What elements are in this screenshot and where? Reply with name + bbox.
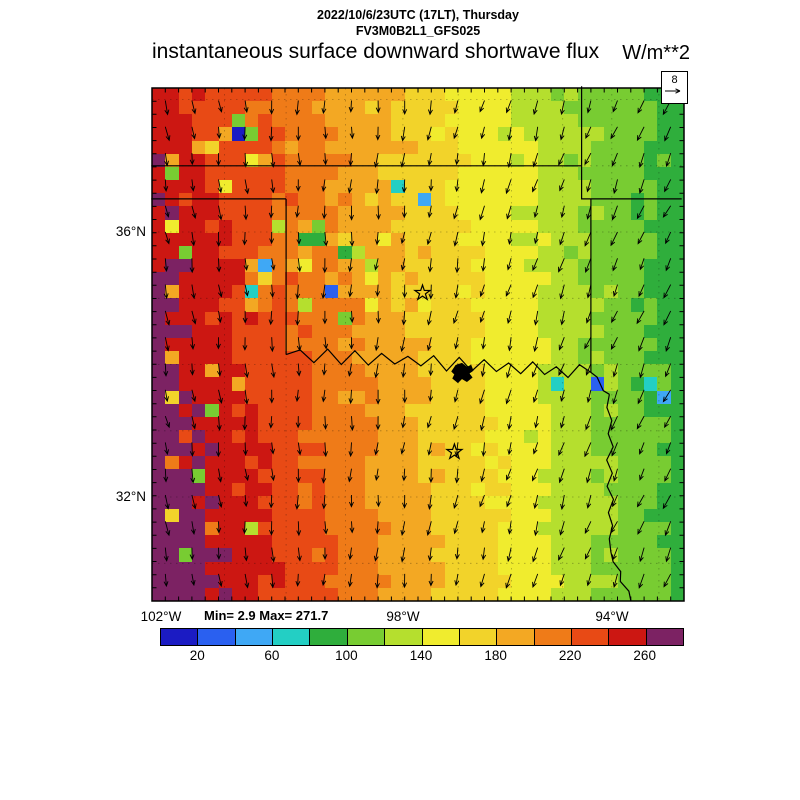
plot-units-label: W/m**2 xyxy=(622,42,690,64)
colorbar-segment xyxy=(496,629,534,645)
colorbar-segment xyxy=(272,629,310,645)
reference-arrow-icon xyxy=(665,88,681,94)
lon-axis-label: 102°W xyxy=(140,609,182,624)
colorbar xyxy=(160,628,684,646)
colorbar-segment xyxy=(645,629,684,645)
lon-axis-label: 94°W xyxy=(595,609,629,624)
colorbar-segment xyxy=(161,629,198,645)
lon-axis-label: 98°W xyxy=(386,609,420,624)
colorbar-segment xyxy=(533,629,571,645)
colorbar-tick-label: 60 xyxy=(264,648,280,663)
plot-title: instantaneous surface downward shortwave… xyxy=(152,40,600,63)
lat-axis-label: 36°N xyxy=(115,224,146,239)
minmax-label: Min= 2.9 Max= 271.7 xyxy=(204,608,329,623)
lat-axis-label: 32°N xyxy=(115,489,146,504)
colorbar-segment xyxy=(309,629,347,645)
colorbar-segment xyxy=(346,629,385,645)
colorbar-segment xyxy=(458,629,497,645)
colorbar-segment xyxy=(197,629,235,645)
reference-vector-value: 8 xyxy=(671,74,678,86)
reference-vector-box: 8 xyxy=(661,71,688,104)
colorbar-segment xyxy=(608,629,646,645)
colorbar-segment xyxy=(421,629,459,645)
colorbar-tick-label: 180 xyxy=(484,648,507,663)
colorbar-tick-label: 100 xyxy=(335,648,358,663)
shortwave-flux-field-canvas xyxy=(152,88,684,601)
colorbar-segment xyxy=(570,629,609,645)
colorbar-tick-label: 260 xyxy=(633,648,656,663)
colorbar-tick-label: 20 xyxy=(189,648,205,663)
colorbar-tick-label: 140 xyxy=(409,648,433,663)
colorbar-segment xyxy=(384,629,422,645)
header-model: FV3M0B2L1_GFS025 xyxy=(355,24,481,38)
colorbar-tick-label: 220 xyxy=(558,648,582,663)
colorbar-segment xyxy=(234,629,273,645)
header-datetime: 2022/10/6/23UTC (17LT), Thursday xyxy=(317,8,519,22)
